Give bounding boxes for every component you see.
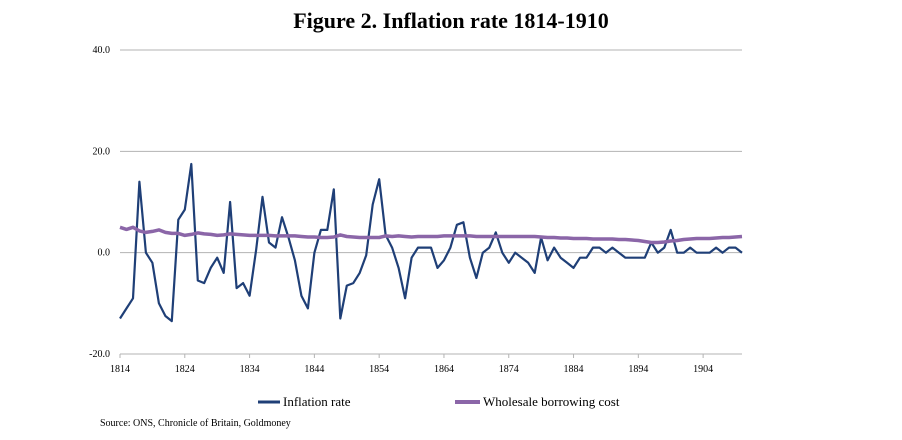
x-tick-label: 1894	[628, 364, 648, 375]
x-tick-label: 1864	[434, 364, 454, 375]
y-tick-label: 20.0	[93, 146, 111, 157]
x-tick-label: 1874	[499, 364, 519, 375]
y-tick-label: -20.0	[89, 349, 110, 360]
gridlines	[120, 49, 742, 355]
y-tick-label: 0.0	[98, 248, 111, 259]
x-tick-label: 1814	[110, 364, 130, 375]
x-tick-label: 1854	[369, 364, 389, 375]
y-tick-label: 40.0	[93, 45, 111, 56]
legend-label-borrowing: Wholesale borrowing cost	[483, 394, 620, 409]
x-tick-label: 1844	[304, 364, 324, 375]
x-tick-label: 1834	[240, 364, 260, 375]
series-lines	[119, 162, 743, 323]
y-axis-ticks: 40.0 20.0 0.0 -20.0	[89, 45, 110, 360]
series-line-inflation	[119, 162, 743, 323]
series-line-borrowing	[119, 225, 743, 245]
legend-label-inflation: Inflation rate	[283, 394, 351, 409]
chart-title: Figure 2. Inflation rate 1814-1910	[293, 8, 609, 33]
x-tick-label: 1904	[693, 364, 713, 375]
x-axis-ticks: 1814 1824 1834 1844 1854 1864 1874 1884 1894 1904	[110, 354, 713, 375]
legend: Inflation rate Wholesale borrowing cost	[258, 394, 620, 409]
source-note: Source: ONS, Chronicle of Britain, Goldm…	[100, 418, 291, 429]
x-tick-label: 1884	[564, 364, 584, 375]
x-tick-label: 1824	[175, 364, 195, 375]
